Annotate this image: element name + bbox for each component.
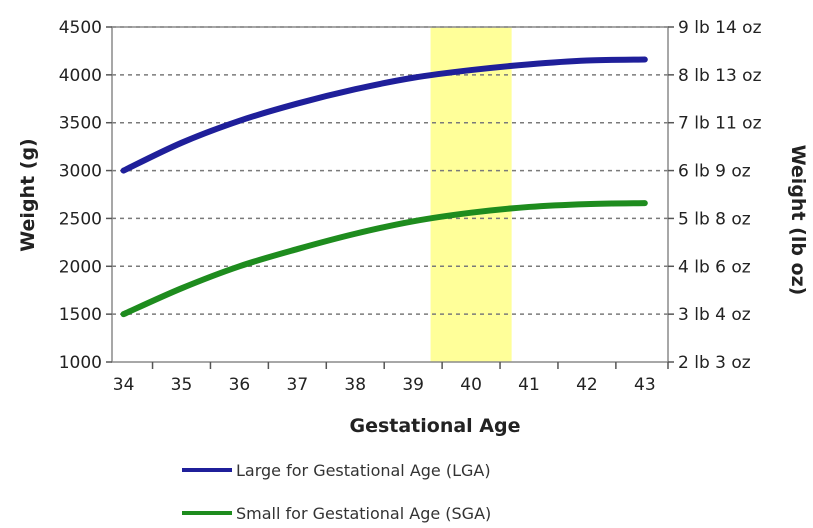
y-tick-label-1500: 1500 <box>59 305 102 325</box>
y2-tick-label-4500: 9 lb 14 oz <box>678 18 762 38</box>
y2-tick-label-2500: 5 lb 8 oz <box>678 209 751 229</box>
legend-label-lga: Large for Gestational Age (LGA) <box>236 461 491 480</box>
x-tick-label-40: 40 <box>460 375 482 395</box>
x-tick-label-36: 36 <box>229 375 251 395</box>
y-tick-label-4500: 4500 <box>59 18 102 38</box>
axis-layer <box>106 26 674 369</box>
y2-tick-label-1500: 3 lb 4 oz <box>678 305 751 325</box>
x-tick-label-38: 38 <box>344 375 366 395</box>
y-tick-label-3000: 3000 <box>59 162 102 182</box>
y-tick-label-1000: 1000 <box>59 353 102 373</box>
x-tick-label-41: 41 <box>518 375 540 395</box>
legend: Large for Gestational Age (LGA) Small fo… <box>182 461 491 523</box>
highlight-band-layer <box>430 27 512 362</box>
plot-frame <box>111 26 669 363</box>
y-tick-label-4000: 4000 <box>59 66 102 86</box>
y-tick-label-2500: 2500 <box>59 209 102 229</box>
y2-tick-label-1000: 2 lb 3 oz <box>678 353 751 373</box>
x-tick-label-43: 43 <box>634 375 656 395</box>
x-tick-label-35: 35 <box>171 375 193 395</box>
x-tick-label-34: 34 <box>113 375 135 395</box>
y2-tick-label-2000: 4 lb 6 oz <box>678 257 751 277</box>
y2-axis-title: Weight (lb oz) <box>787 145 809 296</box>
x-tick-label-42: 42 <box>576 375 598 395</box>
y2-tick-label-3500: 7 lb 11 oz <box>678 114 762 134</box>
y-tick-label-2000: 2000 <box>59 257 102 277</box>
y2-tick-label-4000: 8 lb 13 oz <box>678 66 762 86</box>
series-line-0 <box>120 56 648 174</box>
legend-label-sga: Small for Gestational Age (SGA) <box>236 504 491 523</box>
highlight-band <box>430 27 512 362</box>
series-layer <box>120 56 648 318</box>
x-tick-label-39: 39 <box>402 375 424 395</box>
y-tick-label-3500: 3500 <box>59 114 102 134</box>
y-axis-title: Weight (g) <box>17 138 39 251</box>
x-axis-title: Gestational Age <box>349 415 520 437</box>
series-line-1 <box>120 200 648 318</box>
label-layer: 1000 1500 2000 2500 3000 3500 4000 4500 2 lb 3 o… <box>59 18 762 395</box>
x-tick-label-37: 37 <box>287 375 309 395</box>
y2-tick-label-3000: 6 lb 9 oz <box>678 162 751 182</box>
